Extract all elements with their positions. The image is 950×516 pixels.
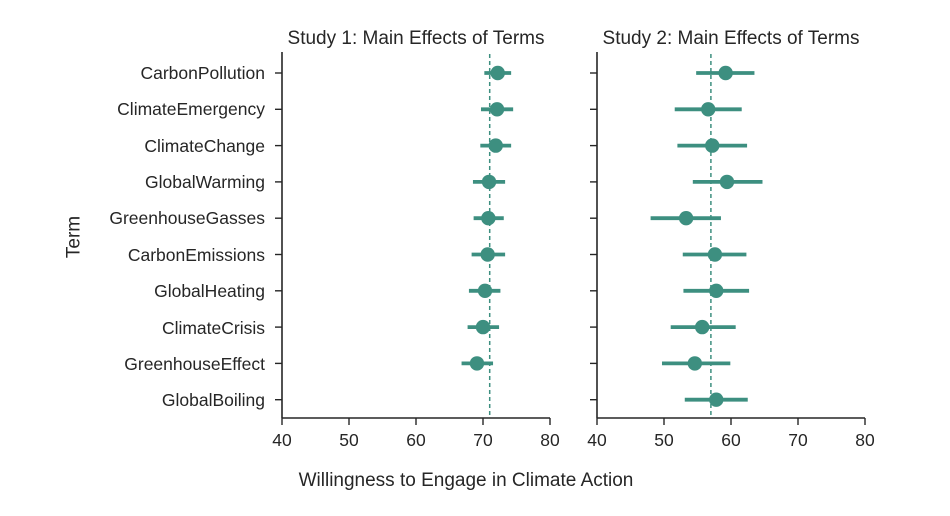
x-tick-label: 50 <box>654 430 674 450</box>
mean-point <box>475 319 491 335</box>
x-tick-label: 50 <box>339 430 359 450</box>
x-tick-label: 80 <box>540 430 560 450</box>
term-label: CarbonPollution <box>140 63 265 83</box>
x-tick-label: 40 <box>587 430 607 450</box>
panel-1-title: Study 1: Main Effects of Terms <box>288 28 545 49</box>
term-label: GreenhouseGasses <box>109 208 265 228</box>
mean-point <box>709 283 724 298</box>
mean-point <box>480 247 495 262</box>
term-label: ClimateCrisis <box>162 318 265 338</box>
x-axis-title: Willingness to Engage in Climate Action <box>299 470 634 491</box>
y-tick-labels: CarbonPollution ClimateEmergency Climate… <box>109 63 265 410</box>
panel-study-1: 40 50 60 70 80 <box>272 52 560 450</box>
mean-point <box>481 211 496 226</box>
term-label: CarbonEmissions <box>128 245 265 265</box>
term-label: GlobalWarming <box>145 172 265 192</box>
x-tick-label: 80 <box>855 430 875 450</box>
mean-point <box>709 392 724 407</box>
term-label: ClimateChange <box>144 136 265 156</box>
mean-point <box>718 65 733 81</box>
mean-point <box>705 138 720 153</box>
mean-point <box>707 247 723 262</box>
mean-point <box>481 174 497 190</box>
x-tick-label: 60 <box>406 430 426 450</box>
mean-point <box>477 283 493 298</box>
mean-point <box>694 319 710 335</box>
y-axis-title: Term <box>64 216 85 258</box>
term-label: ClimateEmergency <box>117 99 265 119</box>
mean-point <box>719 174 735 190</box>
mean-point <box>489 102 505 117</box>
mean-point <box>678 211 694 226</box>
panel-study-2: 40 50 60 70 80 <box>587 52 875 450</box>
mean-point <box>701 102 716 117</box>
panel-2-title: Study 2: Main Effects of Terms <box>603 28 860 49</box>
term-label: GlobalBoiling <box>162 390 265 410</box>
term-label: GlobalHeating <box>154 281 265 301</box>
x-tick-label: 70 <box>788 430 808 450</box>
x-tick-label: 70 <box>473 430 493 450</box>
mean-point <box>687 356 703 371</box>
x-tick-label: 40 <box>272 430 292 450</box>
mean-point <box>469 356 485 371</box>
term-label: GreenhouseEffect <box>124 354 265 374</box>
mean-point <box>490 65 505 81</box>
mean-point <box>488 138 503 153</box>
x-tick-label: 60 <box>721 430 741 450</box>
